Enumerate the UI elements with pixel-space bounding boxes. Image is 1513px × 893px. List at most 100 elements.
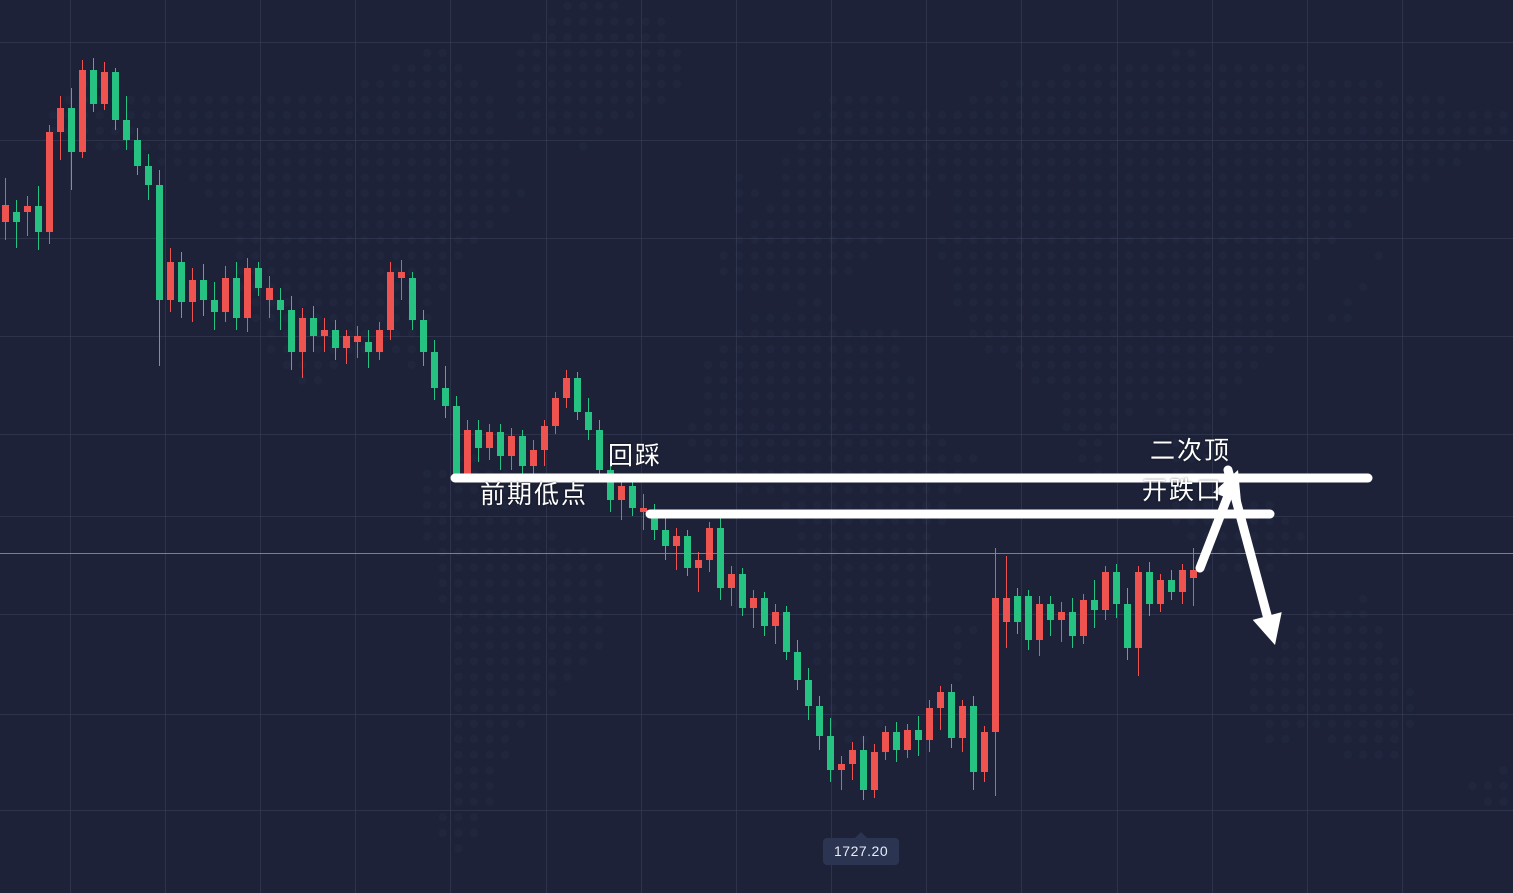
candle-body [288, 310, 295, 352]
candle-wick [357, 326, 358, 358]
candle-body [266, 288, 273, 300]
candle-body [794, 652, 801, 680]
candle-body [299, 318, 306, 352]
candle-wick [841, 756, 842, 790]
candle-body [200, 280, 207, 300]
annotation-kai-die-kou: 开跌口 [1142, 478, 1224, 505]
gridline-horizontal [0, 714, 1513, 715]
candle-body [35, 206, 42, 232]
gridline-vertical [926, 0, 927, 893]
candle-body [409, 278, 416, 320]
candle-body [684, 536, 691, 568]
candle-body [981, 732, 988, 772]
candle-body [1003, 598, 1010, 622]
candle-wick [16, 200, 17, 248]
candle-body [211, 300, 218, 312]
candle-body [948, 692, 955, 738]
candle-body [508, 436, 515, 456]
candle-body [552, 398, 559, 426]
candle-body [343, 336, 350, 348]
candle-body [1036, 604, 1043, 640]
annotation-erci-ding: 二次顶 [1150, 438, 1232, 465]
candle-body [640, 508, 647, 512]
candle-body [706, 528, 713, 560]
candle-wick [940, 686, 941, 730]
candle-body [68, 108, 75, 152]
candle-body [541, 426, 548, 450]
candle-body [563, 378, 570, 398]
gridline-vertical [1021, 0, 1022, 893]
candle-body [167, 262, 174, 300]
candle-wick [676, 528, 677, 570]
candle-body [134, 140, 141, 166]
candle-body [1014, 596, 1021, 622]
candle-body [332, 330, 339, 348]
candle-body [46, 132, 53, 232]
candle-body [442, 388, 449, 406]
candle-body [750, 598, 757, 608]
candle-body [1102, 572, 1109, 610]
candle-wick [698, 552, 699, 592]
candle-body [1168, 580, 1175, 592]
candle-body [1157, 580, 1164, 604]
candle-body [354, 336, 361, 342]
candle-body [717, 528, 724, 588]
candle-body [57, 108, 64, 132]
annotation-qianqi-didian: 前期低点 [480, 482, 589, 509]
candle-body [90, 70, 97, 104]
candle-body [585, 412, 592, 430]
candle-body [816, 706, 823, 736]
candle-body [431, 352, 438, 388]
candle-wick [753, 590, 754, 628]
candle-body [926, 708, 933, 740]
candle-body [1190, 570, 1197, 578]
candle-wick [1061, 602, 1062, 642]
candle-body [838, 764, 845, 770]
candle-body [486, 432, 493, 448]
candle-body [915, 730, 922, 740]
candle-body [673, 536, 680, 546]
candle-body [453, 406, 460, 474]
candle-body [662, 530, 669, 546]
candle-body [101, 72, 108, 104]
candle-body [310, 318, 317, 336]
gridline-horizontal [0, 810, 1513, 811]
gridline-vertical [450, 0, 451, 893]
candle-body [464, 430, 471, 474]
candle-body [530, 450, 537, 466]
candle-body [937, 692, 944, 708]
candle-body [112, 72, 119, 120]
candle-body [497, 432, 504, 456]
candle-body [1058, 612, 1065, 620]
price-tag: 1727.20 [823, 832, 900, 865]
gridline-vertical [1212, 0, 1213, 893]
candle-body [189, 280, 196, 302]
candle-body [1124, 604, 1131, 648]
gridline-vertical [1402, 0, 1403, 893]
gridline-horizontal [0, 42, 1513, 43]
candle-wick [401, 260, 402, 300]
arrow-down-projection[interactable] [1223, 465, 1282, 645]
gridline-vertical [355, 0, 356, 893]
candle-body [1113, 572, 1120, 604]
candle-body [1135, 572, 1142, 648]
gridline-vertical [736, 0, 737, 893]
candle-body [1179, 570, 1186, 592]
candle-body [728, 574, 735, 588]
candle-body [420, 320, 427, 352]
candle-body [992, 598, 999, 732]
candle-body [651, 512, 658, 530]
candle-body [145, 166, 152, 185]
gridline-vertical [1117, 0, 1118, 893]
candle-body [893, 732, 900, 750]
gridline-horizontal [0, 614, 1513, 615]
candle-body [398, 272, 405, 278]
candle-body [618, 486, 625, 500]
candle-body [574, 378, 581, 412]
candle-body [761, 598, 768, 626]
gridline-vertical [641, 0, 642, 893]
candle-body [871, 752, 878, 790]
candle-body [321, 330, 328, 336]
